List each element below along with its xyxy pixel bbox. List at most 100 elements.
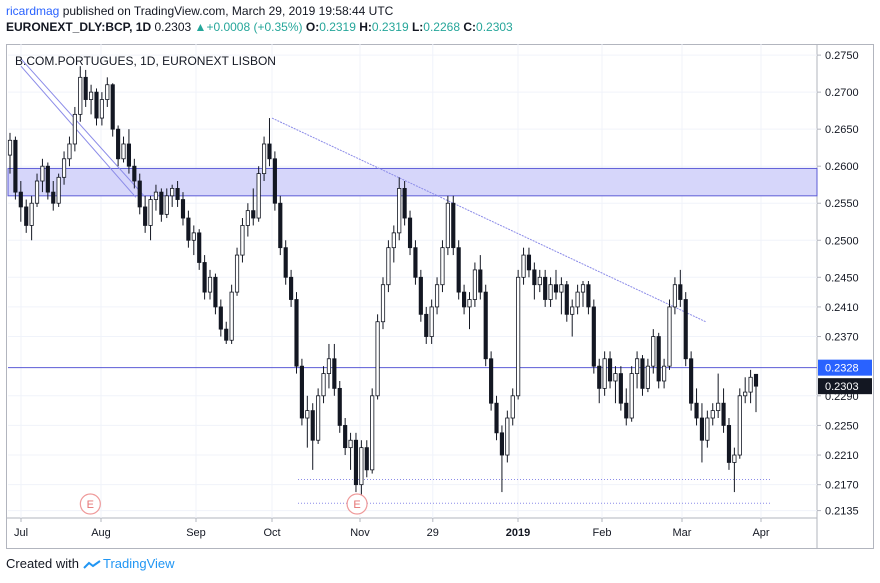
- candle-up: [580, 284, 586, 293]
- open-value: 0.2319: [319, 20, 356, 34]
- candle-up: [375, 321, 380, 397]
- price-tick-label: 0.2250: [825, 420, 859, 432]
- candle-up: [710, 410, 715, 419]
- candle-down: [353, 439, 359, 486]
- candle-up: [386, 247, 391, 286]
- candle-down: [83, 76, 88, 100]
- candle-up: [61, 158, 67, 178]
- candle-up: [397, 188, 402, 234]
- candle-down: [337, 387, 342, 426]
- time-tick-label: Sep: [186, 527, 206, 539]
- candle-up: [748, 376, 753, 393]
- candle-down: [110, 84, 115, 130]
- ohlc-line: EURONEXT_DLY:BCP, 1D 0.2303 ▲+0.0008 (+0…: [6, 19, 806, 35]
- author-link[interactable]: ricardmag: [6, 4, 60, 18]
- candle-down: [137, 180, 142, 208]
- close-label: C:: [463, 20, 477, 34]
- time-tick-label: Feb: [593, 527, 612, 539]
- candle-down: [18, 191, 23, 208]
- last-price: 0.2303: [154, 20, 192, 34]
- candle-down: [218, 306, 223, 330]
- time-axis[interactable]: Jul Aug Sep Oct Nov 29 2019 Feb Mar Apr: [14, 518, 770, 539]
- candle-up: [148, 199, 153, 226]
- candle-down: [278, 202, 283, 249]
- candle-up: [164, 195, 169, 215]
- candle-up: [40, 165, 45, 182]
- price-label-text: 0.2328: [825, 363, 859, 375]
- candle-up: [7, 139, 13, 156]
- candle-up: [575, 291, 580, 308]
- publish-line: ricardmag published on TradingView.com, …: [6, 3, 806, 19]
- price-tick-label: 0.2550: [825, 198, 859, 210]
- open-label: O:: [305, 20, 320, 34]
- candle-down: [402, 188, 407, 219]
- time-tick-label: Apr: [752, 527, 769, 539]
- time-tick-label: Aug: [91, 527, 111, 539]
- candle-down: [694, 402, 699, 419]
- candlestick-chart[interactable]: 0.2750 0.2700 0.2650 0.2600 0.2550 0.2500 0.24…: [6, 44, 874, 549]
- candle-down: [51, 191, 56, 204]
- chart-title: B.COM.PORTUGUES, 1D, EURONEXT LISBON: [15, 54, 276, 68]
- candle-up: [305, 410, 310, 419]
- candle-down: [699, 417, 705, 441]
- candle-up: [672, 284, 677, 308]
- candle-up: [434, 284, 440, 308]
- price-tick-label: 0.2135: [825, 506, 859, 518]
- candle-down: [186, 217, 191, 241]
- candle-down: [251, 210, 256, 219]
- candle-up: [505, 417, 510, 456]
- candle-down: [526, 254, 532, 271]
- candle-down: [197, 232, 202, 263]
- candle-up: [89, 91, 94, 100]
- candle-down: [451, 202, 456, 249]
- candle-down: [143, 206, 148, 226]
- candle-up: [105, 84, 110, 100]
- price-tick-label: 0.2650: [825, 124, 859, 136]
- chart-frame[interactable]: 0.2750 0.2700 0.2650 0.2600 0.2550 0.2500 0.24…: [6, 44, 874, 549]
- price-tick-label: 0.2750: [825, 50, 859, 62]
- trend-line: [271, 117, 706, 323]
- candle-up: [370, 395, 375, 471]
- candle-down: [624, 402, 629, 419]
- candle-down: [294, 299, 299, 367]
- candle-up: [78, 76, 83, 115]
- resistance-zone-rect: [7, 167, 818, 197]
- candle-up: [570, 306, 575, 315]
- candle-up: [359, 447, 364, 486]
- candle-up: [191, 232, 196, 241]
- candle-up: [316, 395, 321, 441]
- price-axis[interactable]: 0.2750 0.2700 0.2650 0.2600 0.2550 0.2500 0.24…: [817, 50, 872, 518]
- price-tick-label: 0.2170: [825, 480, 859, 492]
- candle-down: [213, 276, 218, 308]
- resistance-zone: [7, 167, 818, 197]
- candle-up: [705, 417, 710, 441]
- earnings-icon[interactable]: [346, 493, 368, 515]
- price-tick-label: 0.2450: [825, 272, 859, 284]
- earnings-icon[interactable]: [79, 493, 101, 515]
- price-tick-label: 0.2410: [825, 302, 859, 314]
- candle-down: [489, 358, 494, 404]
- candle-up: [72, 113, 77, 145]
- candle-down: [483, 291, 488, 360]
- candle-up: [99, 99, 104, 119]
- price-tick-label: 0.2600: [825, 161, 859, 173]
- candle-down: [462, 291, 467, 308]
- earnings-label[interactable]: E: [87, 499, 94, 511]
- candle-up: [321, 373, 326, 397]
- candle-down: [726, 425, 732, 463]
- candle-up: [391, 232, 396, 249]
- candle-up: [629, 373, 634, 419]
- candle-down: [753, 373, 759, 387]
- candle-down: [132, 165, 137, 182]
- candle-up: [348, 439, 353, 449]
- chart-border: [6, 44, 874, 549]
- candle-up: [445, 202, 450, 249]
- candle-down: [407, 217, 413, 249]
- candle-down: [267, 143, 272, 160]
- time-tick-label: Mar: [673, 527, 692, 539]
- earnings-label[interactable]: E: [353, 499, 360, 511]
- candle-down: [175, 188, 180, 200]
- tradingview-brand[interactable]: TradingView: [102, 556, 175, 571]
- candle-down: [310, 410, 315, 441]
